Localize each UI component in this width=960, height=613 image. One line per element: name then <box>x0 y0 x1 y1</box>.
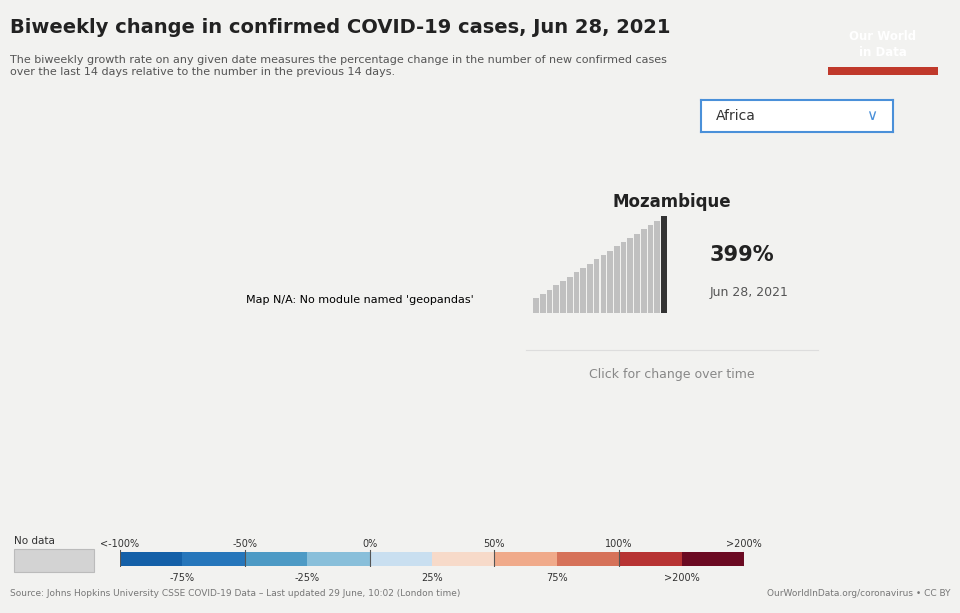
Bar <box>120 552 182 566</box>
Bar <box>182 552 245 566</box>
Bar <box>540 294 545 313</box>
Text: 100%: 100% <box>606 539 633 549</box>
Text: Biweekly change in confirmed COVID-19 cases, Jun 28, 2021: Biweekly change in confirmed COVID-19 ca… <box>10 18 670 37</box>
Bar <box>661 216 666 313</box>
Bar <box>608 251 612 313</box>
Bar <box>621 242 626 313</box>
Text: Click for change over time: Click for change over time <box>589 368 755 381</box>
Bar <box>581 268 586 313</box>
Text: Map N/A: No module named 'geopandas': Map N/A: No module named 'geopandas' <box>246 295 474 305</box>
Text: <-100%: <-100% <box>101 539 139 549</box>
Bar <box>601 255 606 313</box>
Text: The biweekly growth rate on any given date measures the percentage change in the: The biweekly growth rate on any given da… <box>10 55 666 77</box>
Bar <box>547 289 552 313</box>
Bar <box>628 238 633 313</box>
Bar <box>494 552 557 566</box>
Bar <box>682 552 744 566</box>
Bar <box>567 276 572 313</box>
Bar <box>614 246 619 313</box>
Text: -25%: -25% <box>295 573 320 583</box>
Text: 75%: 75% <box>546 573 567 583</box>
Text: Source: Johns Hopkins University CSSE COVID-19 Data – Last updated 29 June, 10:0: Source: Johns Hopkins University CSSE CO… <box>10 588 460 598</box>
Bar <box>245 552 307 566</box>
Bar <box>655 221 660 313</box>
Bar <box>561 281 565 313</box>
Bar <box>635 234 639 313</box>
Text: 399%: 399% <box>710 245 775 265</box>
Text: Our World: Our World <box>850 29 916 43</box>
Text: ∨: ∨ <box>866 109 877 123</box>
Bar <box>828 66 938 75</box>
Text: Mozambique: Mozambique <box>612 193 732 211</box>
Text: >200%: >200% <box>663 573 700 583</box>
Bar <box>534 298 539 313</box>
Text: in Data: in Data <box>859 46 906 59</box>
Text: >200%: >200% <box>726 539 762 549</box>
Text: No data: No data <box>14 536 55 546</box>
Text: OurWorldInData.org/coronavirus • CC BY: OurWorldInData.org/coronavirus • CC BY <box>767 588 950 598</box>
Text: 25%: 25% <box>421 573 443 583</box>
Bar <box>648 225 653 313</box>
Bar <box>588 264 592 313</box>
Bar <box>307 552 370 566</box>
Text: 50%: 50% <box>484 539 505 549</box>
Bar <box>557 552 619 566</box>
Bar <box>594 259 599 313</box>
Bar <box>432 552 494 566</box>
Text: Africa: Africa <box>716 109 756 123</box>
Bar <box>14 549 94 573</box>
Text: Jun 28, 2021: Jun 28, 2021 <box>710 286 789 299</box>
Bar <box>574 272 579 313</box>
Bar <box>619 552 682 566</box>
Bar <box>370 552 432 566</box>
Text: 0%: 0% <box>362 539 377 549</box>
Text: -50%: -50% <box>232 539 257 549</box>
Text: -75%: -75% <box>170 573 195 583</box>
Bar <box>641 229 646 313</box>
Bar <box>554 285 559 313</box>
